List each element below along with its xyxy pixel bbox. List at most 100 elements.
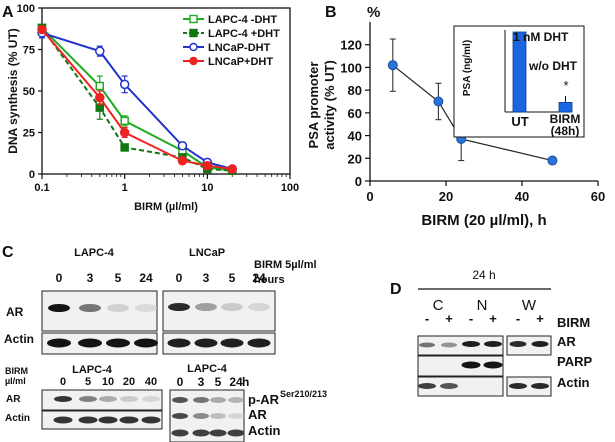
lane-label: 0 xyxy=(60,376,66,388)
blot-band xyxy=(221,303,243,311)
blot-band xyxy=(484,341,502,347)
lane-label: 40 xyxy=(145,376,157,388)
blot-band xyxy=(220,338,244,348)
d-ar-blot-w xyxy=(506,335,552,356)
panel-b-ytick-label: 40 xyxy=(348,129,362,144)
blot-band xyxy=(168,303,190,311)
d-sign: + xyxy=(489,311,497,326)
d-ar-blot-cn xyxy=(417,335,504,356)
panel-b-ytick-label: 120 xyxy=(340,38,362,53)
legend-marker xyxy=(189,14,198,24)
panel-b-ytick-label: 20 xyxy=(348,151,362,166)
blot-band xyxy=(210,397,226,403)
panel-d: 24 h C N W- + - + - + BIRM AR PARP Actin xyxy=(417,268,592,397)
blot-band xyxy=(509,341,527,347)
panel-a-series-line xyxy=(41,31,233,170)
blot-band xyxy=(194,338,218,348)
panel-b-ytick-label: 60 xyxy=(348,106,362,121)
blot-band xyxy=(193,397,209,403)
d-row-parp: PARP xyxy=(557,354,592,369)
inset-significance: * xyxy=(563,78,568,93)
blot-band xyxy=(78,416,98,424)
blot-band xyxy=(210,413,226,419)
blot-band xyxy=(141,416,161,424)
panel-a-point xyxy=(37,24,47,35)
panel-a-point xyxy=(95,46,105,56)
lane-label: 5 xyxy=(215,375,222,389)
c-top-ar-blot-lncap xyxy=(162,290,276,332)
blot-band xyxy=(119,416,139,424)
c-top-time-unit: hours xyxy=(254,274,285,286)
d-actin-blot-w xyxy=(506,376,552,397)
panel-b-inset: PSA (ng/ml) 1 nM DHT w/o DHT * UT BIRM (… xyxy=(453,25,585,138)
d-fraction-label: N xyxy=(477,297,488,314)
panel-a-series xyxy=(37,24,237,174)
panel-b-ylabel-line2: activity (% UT) xyxy=(322,60,337,150)
panel-a-ytick-label: 0 xyxy=(29,169,35,181)
blot-band xyxy=(53,416,73,424)
blot-band xyxy=(209,429,227,437)
blot-band xyxy=(106,338,130,348)
blot-band xyxy=(135,304,157,312)
blot-band xyxy=(48,304,70,312)
c-bl-cell: LAPC-4 xyxy=(72,364,113,376)
blot-band xyxy=(192,429,210,437)
blot-band xyxy=(54,396,72,402)
legend-marker xyxy=(189,28,198,38)
d-treatment: BIRM xyxy=(557,315,590,330)
blot-band xyxy=(171,429,189,437)
legend-label: LAPC-4 +DHT xyxy=(208,28,280,40)
panel-a-series xyxy=(37,23,237,175)
c-top-row-actin: Actin xyxy=(4,332,34,346)
panel-a-point xyxy=(177,141,188,151)
panel-b-xlabel: BIRM (20 µl/ml), h xyxy=(421,212,546,229)
c-bl-row-actin: Actin xyxy=(5,413,30,424)
legend-label: LAPC-4 -DHT xyxy=(208,14,277,26)
panel-a-xtick-label: 10 xyxy=(201,182,213,194)
panel-a-series-line xyxy=(41,28,233,171)
panel-a-series-line xyxy=(41,27,233,172)
c-bl-treatment: BIRM xyxy=(5,366,28,376)
lane-label: 5 xyxy=(229,271,236,285)
d-sign: - xyxy=(516,311,520,326)
panel-a-xtick-label: 100 xyxy=(281,182,299,194)
panel-b-series-line xyxy=(392,64,553,162)
panel-a-legend: LAPC-4 -DHT LAPC-4 +DHT LNCaP-DHT LNCaP+DHT xyxy=(183,14,280,68)
panel-a-point xyxy=(119,79,130,90)
c-br-row-ar: AR xyxy=(248,407,267,422)
c-top-actin-blot-lncap xyxy=(162,332,276,355)
d-row-actin: Actin xyxy=(557,375,590,390)
d-sign: - xyxy=(469,311,473,326)
c-br-par-superscript: Ser210/213 xyxy=(280,389,327,399)
c-top-cell-lapc4: LAPC-4 xyxy=(74,247,115,259)
c-bl-unit: µl/ml xyxy=(5,376,26,386)
panel-b-point xyxy=(387,60,398,71)
c-br-row-actin: Actin xyxy=(248,423,281,438)
panel-a-point xyxy=(202,160,213,171)
panel-a-chart: 0 25 50 75 100 0.1 1 10 100 BIRM (µl/ml) DNA syn… xyxy=(6,3,299,213)
panel-b-ytick-label: 0 xyxy=(355,174,362,189)
blot-band xyxy=(107,304,129,312)
blot-band xyxy=(134,338,158,348)
c-br-time-unit: h xyxy=(242,375,249,389)
panel-a-xtick-label: 1 xyxy=(122,182,128,194)
c-top-treatment: BIRM 5µl/ml xyxy=(254,259,317,271)
blot-band xyxy=(228,397,244,403)
lane-label: 5 xyxy=(85,376,91,388)
lane-label: 24 xyxy=(139,271,153,285)
inset-cat-ut: UT xyxy=(511,114,528,129)
panel-a-series xyxy=(37,23,237,175)
blot-band xyxy=(120,396,138,402)
lane-label: 3 xyxy=(87,271,94,285)
inset-annotation-dht: 1 nM DHT xyxy=(513,30,569,44)
blot-band xyxy=(193,413,209,419)
blot-band xyxy=(79,396,97,402)
inset-ylabel: PSA (ng/ml) xyxy=(462,40,473,96)
d-parp-blot xyxy=(417,355,504,377)
blot-band xyxy=(531,341,549,347)
panel-c-bottom-left: BIRM µl/ml LAPC-4 0 5 10 20 40 AR Actin xyxy=(5,364,163,430)
panel-b-xtick-label: 20 xyxy=(439,189,453,204)
inset-annotation-wo-dht: w/o DHT xyxy=(528,59,578,73)
panel-c-letter: C xyxy=(2,244,14,261)
